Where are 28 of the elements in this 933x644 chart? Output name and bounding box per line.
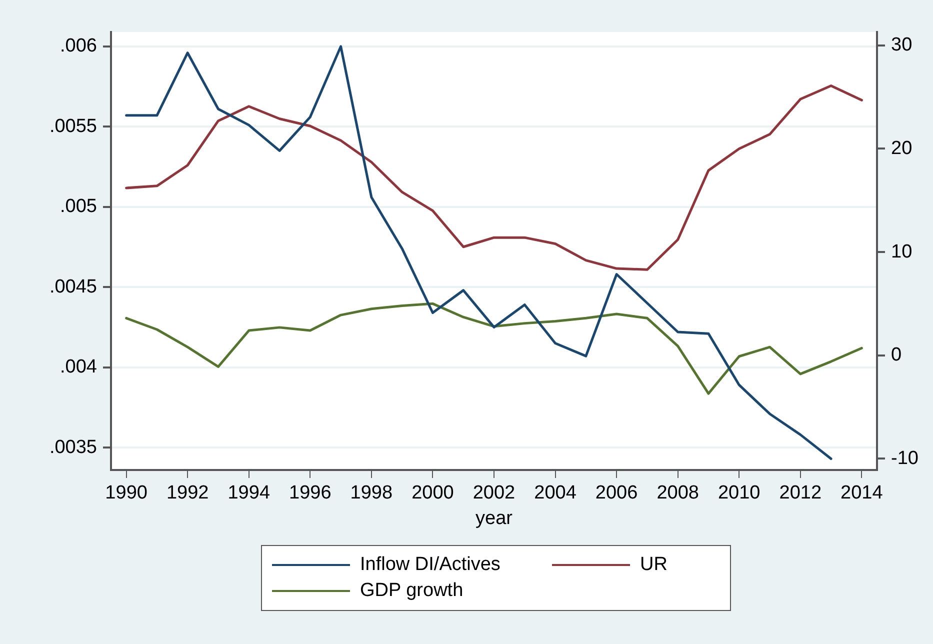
- y2-tick-label: 30: [891, 34, 912, 56]
- x-tick-label: 2008: [656, 482, 699, 504]
- y-tick-label: .005: [60, 196, 97, 218]
- y2-tick-label: -10: [891, 448, 918, 469]
- x-tick-label: 2012: [779, 482, 822, 504]
- x-tick-label: 2006: [595, 482, 638, 504]
- legend-label: GDP growth: [360, 580, 464, 602]
- x-tick-label: 1992: [166, 482, 209, 504]
- y-tick-label: .004: [60, 356, 98, 378]
- y2-tick-label: 20: [891, 138, 912, 159]
- y-tick-label: .006: [60, 36, 97, 57]
- y2-tick-label: 0: [891, 344, 902, 366]
- x-tick-label: 1998: [350, 482, 393, 504]
- y-tick-label: .0055: [49, 116, 97, 137]
- legend-label: Inflow DI/Actives: [360, 554, 500, 576]
- x-tick-label: 2014: [840, 482, 884, 504]
- y2-tick-label: 10: [891, 241, 912, 262]
- x-tick-label: 1996: [289, 482, 332, 504]
- x-tick-label: 2010: [718, 482, 760, 504]
- legend-label: UR: [640, 554, 668, 576]
- y-tick-label: .0035: [49, 436, 97, 458]
- x-tick-label: 1994: [228, 482, 270, 504]
- x-tick-label: 2004: [534, 482, 577, 504]
- y-tick-label: .0045: [49, 276, 97, 298]
- x-tick-label: 2002: [472, 482, 516, 504]
- x-tick-label: 2000: [412, 482, 454, 504]
- x-axis-title: year: [476, 508, 514, 529]
- x-tick-label: 1990: [105, 482, 148, 504]
